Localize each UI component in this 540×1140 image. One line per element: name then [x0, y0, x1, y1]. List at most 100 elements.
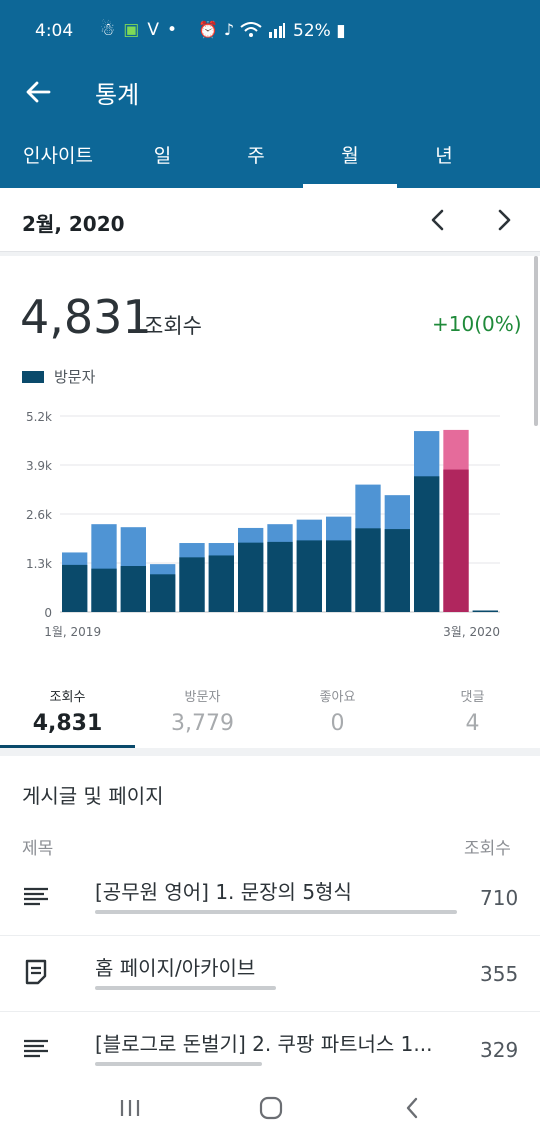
post-views: 710 [480, 886, 519, 910]
tab-year[interactable]: 년 [435, 144, 453, 167]
visitors-bar [238, 542, 264, 612]
summary-tabs: 조회수 4,831 방문자 3,779 좋아요 0 댓글 4 [0, 678, 540, 748]
back-nav-icon [406, 1097, 418, 1119]
tab-month[interactable]: 월 [303, 120, 397, 188]
legend-swatch [22, 370, 44, 383]
period-label: 2월, 2020 [22, 212, 125, 236]
legend-label: 방문자 [54, 368, 96, 386]
total-views: 4,831 [20, 290, 152, 344]
system-icons: ⏰ ♪ [198, 20, 286, 39]
next-period-button[interactable] [486, 202, 522, 238]
y-tick-label: 3.9k [26, 459, 52, 473]
battery-icon: ▮ [336, 21, 346, 41]
post-row[interactable]: [블로그로 돈벌기] 2. 쿠팡 파트너스 1... 329 [0, 1012, 540, 1074]
total-views-label: 조회수 [144, 314, 202, 338]
post-lines-icon [24, 887, 48, 906]
back-nav-button[interactable] [392, 1088, 432, 1128]
battery-level: 52% ▮ [293, 21, 346, 41]
x-tick-label: 1월, 2019 [44, 625, 101, 639]
column-views-header: 조회수 [464, 839, 511, 859]
notification-icons: ☃ ▣ V • [100, 20, 177, 40]
visitors-bar [443, 469, 469, 612]
summary-likes[interactable]: 좋아요 0 [270, 678, 405, 748]
change-indicator: +10(0%) [432, 312, 522, 336]
summary-views[interactable]: 조회수 4,831 [0, 678, 135, 748]
visitors-bar [120, 566, 146, 612]
home-icon [259, 1096, 283, 1120]
summary-views-value: 4,831 [32, 711, 103, 736]
summary-comments-value: 4 [465, 711, 480, 736]
recent-apps-button[interactable] [110, 1088, 150, 1128]
app-bar: 통계 [0, 64, 540, 120]
tab-insights[interactable]: 인사이트 [23, 144, 93, 167]
visitors-bar [91, 568, 117, 612]
wifi-icon [240, 21, 262, 37]
visitors-bar [150, 574, 176, 612]
previous-period-button[interactable] [420, 202, 456, 238]
app-notification-icon: ▣ [123, 20, 140, 40]
dot-icon: • [166, 20, 177, 40]
chevron-right-icon [498, 209, 511, 231]
summary-views-label: 조회수 [49, 690, 86, 705]
status-bar: 4:04 ☃ ▣ V • ⏰ ♪ 52% ▮ [0, 0, 540, 64]
summary-visitors-label: 방문자 [184, 690, 221, 705]
section-title: 게시글 및 페이지 [22, 784, 164, 808]
visitors-bar [414, 476, 440, 612]
post-title: 홈 페이지/아카이브 [95, 956, 256, 980]
signal-icon [269, 22, 286, 38]
summary-comments[interactable]: 댓글 4 [405, 678, 540, 748]
views-bar [95, 910, 457, 914]
tab-week[interactable]: 주 [247, 144, 265, 167]
summary-visitors-value: 3,779 [171, 711, 234, 736]
visitors-bar [267, 541, 293, 612]
column-title-header: 제목 [22, 839, 54, 859]
battery-text: 52% [293, 21, 331, 41]
visitors-bar [208, 555, 234, 612]
period-navigator: 2월, 2020 [0, 188, 540, 252]
bar-chart[interactable]: 0 1.3k 2.6k 3.9k 5.2k 1월, 2019 3월, 2020 [0, 402, 540, 648]
post-row[interactable]: [공무원 영어] 1. 문장의 5형식 710 [0, 860, 540, 936]
posts-and-pages: 게시글 및 페이지 제목 조회수 [공무원 영어] 1. 문장의 5형식 710… [0, 756, 540, 1074]
visitors-bar [179, 557, 205, 612]
period-tabs: 인사이트 일 주 월 년 [0, 120, 540, 188]
visitors-bar [326, 540, 352, 612]
views-bar [95, 1062, 262, 1066]
y-tick-label: 1.3k [26, 557, 52, 571]
notification-icon: ☃ [100, 20, 116, 40]
y-tick-label: 5.2k [26, 410, 52, 424]
system-navigation-bar [0, 1074, 540, 1140]
back-button[interactable] [18, 72, 58, 112]
x-tick-label: 3월, 2020 [443, 625, 500, 639]
y-tick-label: 0 [44, 606, 52, 620]
visitors-bar [384, 529, 410, 612]
arrow-left-icon [26, 81, 51, 103]
tab-day[interactable]: 일 [153, 144, 172, 167]
summary-likes-label: 좋아요 [319, 690, 356, 705]
top-bar: 4:04 ☃ ▣ V • ⏰ ♪ 52% ▮ 통계 인사이트 일 주 월 년 [0, 0, 540, 188]
post-views: 355 [480, 962, 519, 986]
page-title: 통계 [95, 81, 140, 109]
post-title: [공무원 영어] 1. 문장의 5형식 [95, 880, 352, 904]
summary-comments-label: 댓글 [460, 690, 485, 705]
visitors-bar [472, 610, 498, 612]
scrollbar[interactable] [534, 256, 538, 426]
y-tick-label: 2.6k [26, 508, 52, 522]
alarm-icon: ⏰ [198, 20, 218, 39]
post-views: 329 [480, 1038, 519, 1062]
summary-likes-value: 0 [330, 711, 345, 736]
vpn-icon: V [147, 20, 159, 40]
status-time: 4:04 [35, 21, 74, 41]
visitors-bar [355, 528, 381, 612]
summary-visitors[interactable]: 방문자 3,779 [135, 678, 270, 748]
visitors-bar [62, 564, 88, 612]
post-row[interactable]: 홈 페이지/아카이브 355 [0, 936, 540, 1012]
mute-icon: ♪ [223, 20, 235, 39]
post-lines-icon [24, 1039, 48, 1058]
home-button[interactable] [251, 1088, 291, 1128]
post-title: [블로그로 돈벌기] 2. 쿠팡 파트너스 1... [95, 1032, 433, 1056]
chevron-left-icon [431, 209, 444, 231]
stats-card: 4,831 조회수 +10(0%) 방문자 0 1.3k 2.6k 3.9k 5.2k 1… [0, 256, 540, 748]
views-bar [95, 986, 276, 990]
recent-apps-icon [120, 1100, 140, 1116]
page-icon [25, 959, 47, 985]
